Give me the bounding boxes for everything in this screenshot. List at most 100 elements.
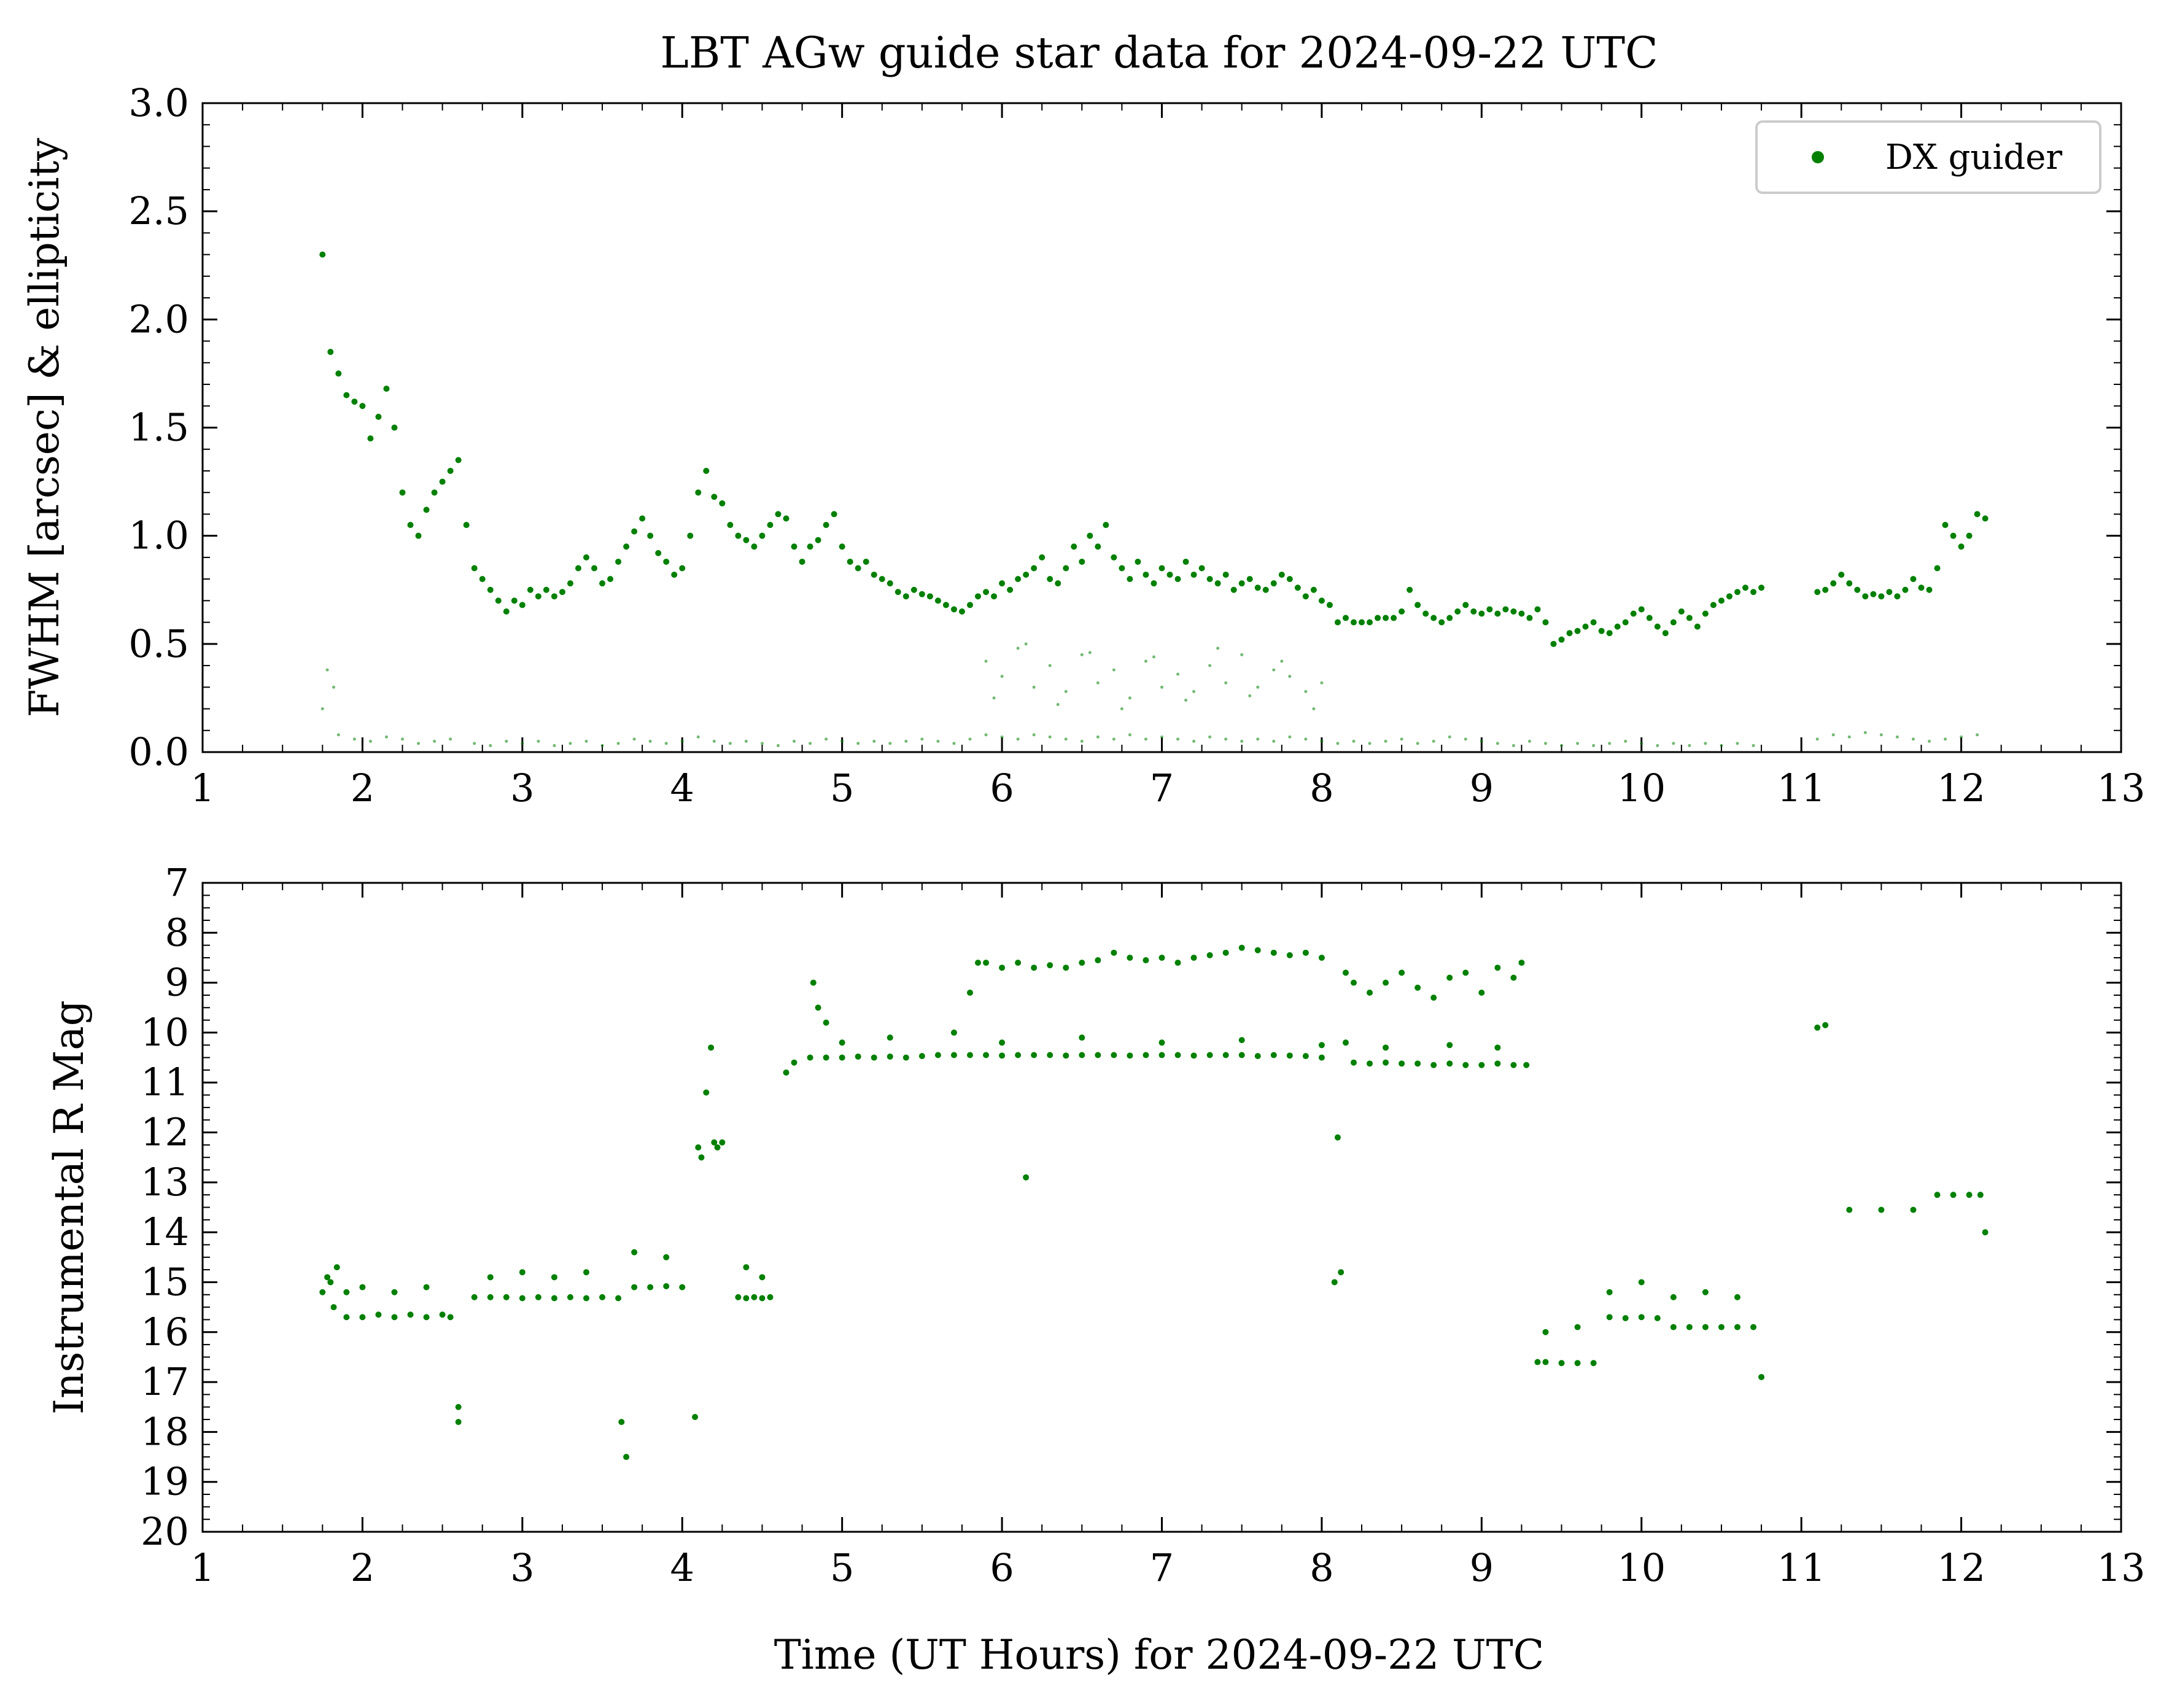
- data-point: [1878, 593, 1885, 600]
- data-point: [519, 1295, 526, 1302]
- data-point: [1960, 735, 1963, 739]
- data-point: [648, 739, 652, 743]
- data-point: [918, 1053, 925, 1060]
- data-point: [743, 1295, 750, 1302]
- data-point: [1272, 739, 1276, 743]
- x-tick-label: 3: [510, 1545, 534, 1590]
- data-point: [888, 742, 892, 745]
- data-point: [1015, 576, 1022, 583]
- data-point: [1304, 737, 1308, 741]
- y-tick-label: 8: [165, 910, 189, 955]
- data-point: [823, 1019, 829, 1026]
- data-point: [1143, 957, 1149, 964]
- data-point: [1518, 960, 1525, 966]
- data-point: [1031, 565, 1038, 572]
- data-point: [367, 435, 374, 442]
- data-point: [423, 507, 430, 513]
- data-point: [1302, 1053, 1309, 1060]
- data-point: [631, 1284, 638, 1291]
- data-point: [1087, 532, 1093, 539]
- data-point: [1454, 608, 1461, 615]
- data-point: [810, 979, 817, 986]
- data-point: [1320, 739, 1324, 743]
- data-point: [551, 1274, 557, 1281]
- data-point: [1111, 949, 1117, 956]
- data-point: [1095, 1052, 1101, 1058]
- data-point: [600, 743, 604, 747]
- data-point: [728, 742, 732, 745]
- data-point: [831, 511, 837, 518]
- data-point: [1158, 1039, 1165, 1046]
- data-point: [1016, 737, 1020, 741]
- x-tick-label: 13: [2097, 1545, 2146, 1590]
- data-point: [1080, 739, 1084, 743]
- data-point: [872, 739, 876, 743]
- x-tick-label: 7: [1150, 1545, 1174, 1590]
- data-point: [535, 593, 541, 600]
- y-axis-label: FWHM [arcsec] & ellipticity: [21, 138, 68, 718]
- data-point: [1182, 558, 1189, 565]
- data-point: [1558, 1360, 1565, 1367]
- data-point: [1384, 739, 1387, 743]
- data-point: [1128, 696, 1131, 700]
- data-point: [325, 668, 329, 672]
- data-point: [1446, 1060, 1453, 1067]
- data-point: [1910, 576, 1917, 583]
- data-point: [623, 1454, 630, 1461]
- data-point: [1911, 737, 1915, 741]
- y-tick-label: 13: [141, 1160, 189, 1205]
- data-point: [543, 586, 549, 593]
- data-point: [1622, 1315, 1629, 1322]
- data-point: [1048, 664, 1052, 667]
- data-point: [583, 1269, 589, 1276]
- data-point: [692, 1413, 699, 1420]
- data-point: [1895, 735, 1899, 739]
- data-point: [1574, 1324, 1581, 1330]
- data-point: [1534, 606, 1541, 613]
- data-point: [703, 467, 710, 474]
- data-point: [505, 739, 508, 743]
- data-point: [1510, 608, 1517, 615]
- data-point: [1079, 1035, 1085, 1041]
- data-point: [1158, 565, 1165, 572]
- data-point: [1702, 610, 1709, 617]
- data-point: [324, 1274, 331, 1281]
- y-tick-label: 15: [141, 1259, 189, 1304]
- data-point: [1752, 743, 1755, 747]
- data-point: [1336, 742, 1340, 745]
- data-point: [1024, 642, 1028, 646]
- data-point: [1318, 597, 1325, 604]
- data-point: [759, 532, 766, 539]
- data-point: [950, 606, 957, 613]
- data-point: [1702, 1289, 1709, 1295]
- x-tick-label: 5: [830, 1545, 854, 1590]
- data-point: [1071, 543, 1077, 550]
- data-point: [1240, 739, 1244, 743]
- data-point: [743, 1264, 750, 1271]
- data-point: [1216, 646, 1220, 650]
- x-tick-label: 13: [2097, 766, 2146, 810]
- data-point: [1678, 608, 1685, 615]
- data-point: [1318, 1054, 1325, 1061]
- data-point: [1096, 681, 1100, 685]
- data-point: [352, 737, 356, 741]
- data-point: [926, 593, 933, 600]
- x-tick-label: 11: [1777, 1545, 1826, 1590]
- data-point: [359, 403, 366, 410]
- data-point: [809, 742, 812, 745]
- data-point: [1127, 1052, 1133, 1059]
- data-point: [1470, 608, 1477, 615]
- data-point: [887, 1035, 893, 1041]
- data-point: [1224, 681, 1228, 685]
- data-point: [815, 1004, 821, 1011]
- data-point: [1015, 1052, 1022, 1058]
- data-point: [1160, 735, 1163, 739]
- data-point: [967, 989, 973, 996]
- data-point: [1560, 743, 1564, 747]
- data-point: [399, 489, 406, 496]
- data-point: [1654, 623, 1661, 630]
- data-point: [407, 1311, 414, 1318]
- series-dx-guider: [319, 944, 1989, 1461]
- data-point: [1310, 586, 1317, 593]
- data-point: [463, 522, 470, 529]
